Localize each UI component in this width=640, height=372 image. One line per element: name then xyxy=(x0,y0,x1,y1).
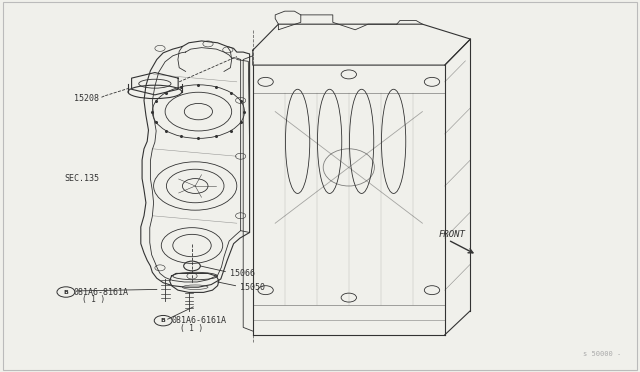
Text: 15208: 15208 xyxy=(74,94,99,103)
Circle shape xyxy=(57,287,75,297)
Text: 081A6-8161A: 081A6-8161A xyxy=(74,288,129,296)
Text: ( 1 ): ( 1 ) xyxy=(82,295,105,304)
Text: B: B xyxy=(63,289,68,295)
Circle shape xyxy=(154,315,172,326)
Text: SEC.135: SEC.135 xyxy=(64,174,99,183)
Text: 15050: 15050 xyxy=(240,283,265,292)
Text: 15066: 15066 xyxy=(230,269,255,278)
Text: s 50000 -: s 50000 - xyxy=(582,351,621,357)
Text: 081A6-6161A: 081A6-6161A xyxy=(172,316,227,325)
Text: B: B xyxy=(161,318,166,323)
Text: FRONT: FRONT xyxy=(438,230,465,239)
Text: ( 1 ): ( 1 ) xyxy=(180,324,204,333)
